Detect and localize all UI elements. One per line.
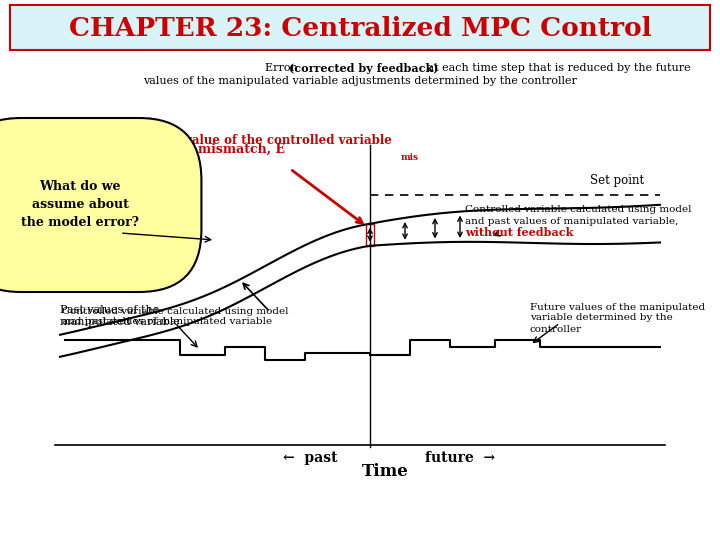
Text: Past values of the: Past values of the	[60, 305, 159, 315]
FancyBboxPatch shape	[10, 5, 710, 50]
Text: Error: Error	[265, 63, 300, 73]
Text: Future values of the manipulated: Future values of the manipulated	[530, 302, 705, 312]
Text: (corrected by feedback): (corrected by feedback)	[289, 63, 438, 73]
Text: CHAPTER 23: Centralized MPC Control: CHAPTER 23: Centralized MPC Control	[68, 16, 652, 40]
Text: ←  past: ← past	[283, 451, 337, 465]
Text: and past values of manipulated variable: and past values of manipulated variable	[62, 318, 272, 327]
Text: manipulated variable: manipulated variable	[60, 317, 180, 327]
Text: variable determined by the: variable determined by the	[530, 314, 672, 322]
Circle shape	[33, 226, 51, 244]
Text: without feedback: without feedback	[465, 226, 573, 238]
Text: Controlled variable calculated using model: Controlled variable calculated using mod…	[62, 307, 289, 316]
Text: future  →: future →	[425, 451, 495, 465]
Text: Model mismatch, E: Model mismatch, E	[150, 143, 285, 156]
Text: and past values of manipulated variable,: and past values of manipulated variable,	[465, 217, 678, 226]
Text: Time: Time	[361, 463, 408, 481]
Text: at each time step that is reduced by the future: at each time step that is reduced by the…	[424, 63, 690, 73]
Text: mis: mis	[401, 153, 419, 162]
Text: Set point: Set point	[590, 174, 644, 187]
Text: Current measured value of the controlled variable: Current measured value of the controlled…	[60, 133, 392, 146]
Bar	[366, 224, 374, 246]
Text: What do we
assume about
the model error?: What do we assume about the model error?	[21, 180, 139, 230]
Text: controller: controller	[530, 325, 582, 334]
Text: Controlled variable calculated using model: Controlled variable calculated using mod…	[465, 206, 691, 214]
Text: values of the manipulated variable adjustments determined by the controller: values of the manipulated variable adjus…	[143, 76, 577, 86]
